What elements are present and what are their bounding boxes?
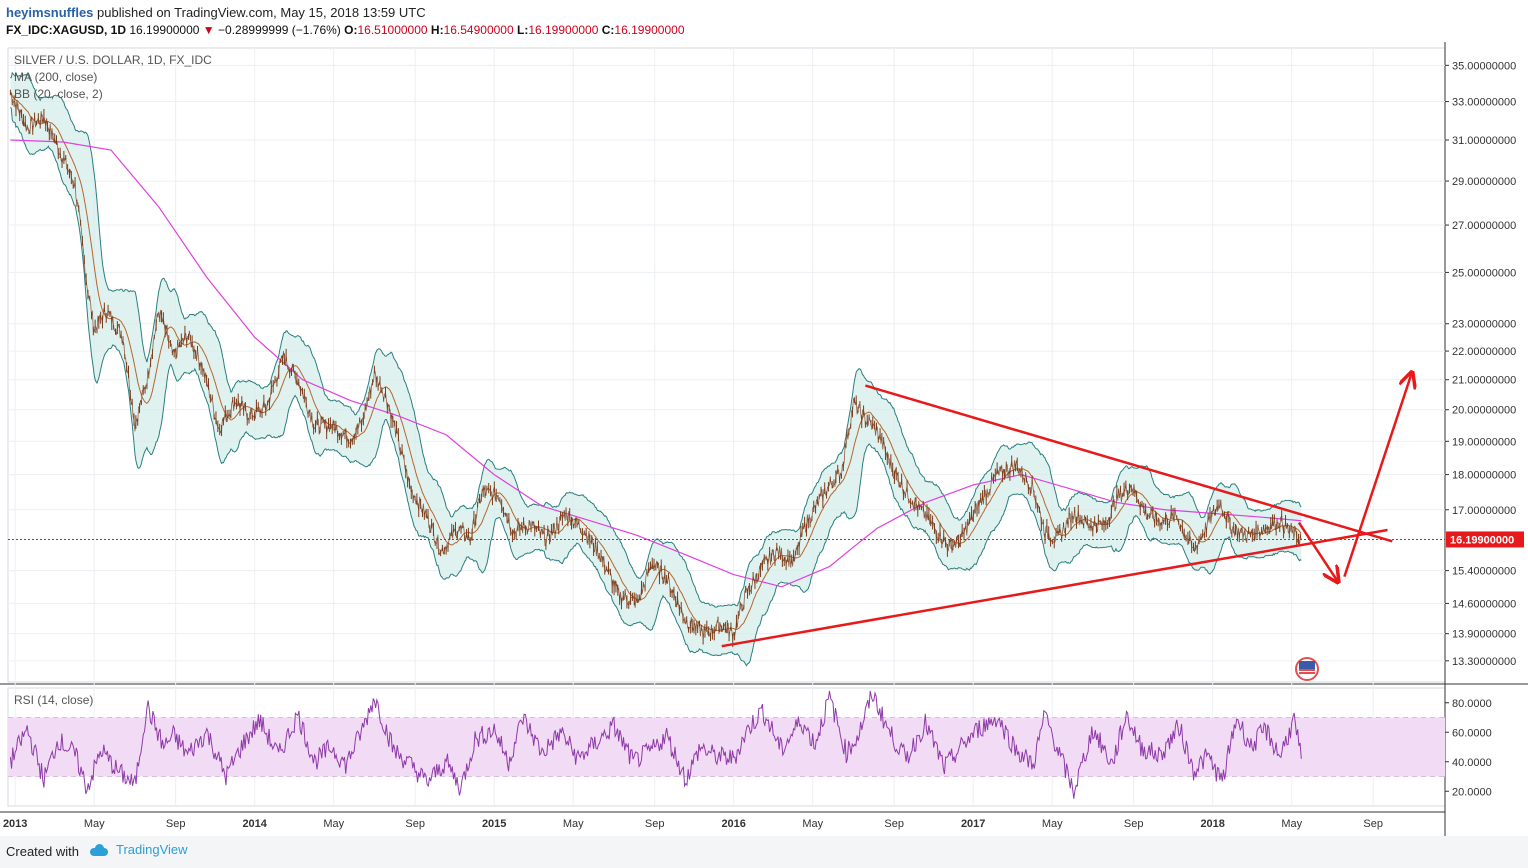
rsi-tick-label: 80.0000 xyxy=(1452,698,1492,710)
high-label: H: xyxy=(430,23,444,37)
time-tick-label: May xyxy=(1281,818,1302,830)
time-tick-label: 2018 xyxy=(1200,818,1224,830)
created-with-text: Created with xyxy=(6,844,79,859)
chart-header: heyimsnuffles published on TradingView.c… xyxy=(0,0,1528,42)
flag-badge-icon[interactable] xyxy=(1295,657,1319,681)
price-tick-label: 29.00000000 xyxy=(1452,176,1516,188)
time-tick-label: May xyxy=(563,818,584,830)
footer: Created with TradingView xyxy=(0,836,1528,868)
author-link[interactable]: heyimsnuffles xyxy=(6,5,94,20)
ma-200-polyline xyxy=(10,139,1302,588)
symbol-label: FX_IDC:XAGUSD, 1D xyxy=(6,23,127,37)
rsi-line xyxy=(9,690,1302,799)
open-value: 16.51000000 xyxy=(357,23,428,37)
bb-legend: BB (20, close, 2) xyxy=(14,87,103,101)
price-tick-label: 19.00000000 xyxy=(1452,436,1516,448)
arrow-up[interactable] xyxy=(1343,374,1411,578)
time-tick-label: May xyxy=(802,818,823,830)
bb-fill xyxy=(10,72,1302,666)
price-tick-label: 23.00000000 xyxy=(1452,319,1516,331)
ma-legend: MA (200, close) xyxy=(14,70,97,84)
price-line xyxy=(10,92,1302,641)
drawing-annotations[interactable] xyxy=(721,374,1412,648)
low-label: L: xyxy=(517,23,529,37)
arrow-down[interactable] xyxy=(1297,521,1337,581)
price-tick-label: 25.00000000 xyxy=(1452,267,1516,279)
rsi-legend: RSI (14, close) xyxy=(14,693,93,707)
time-tick-label: 2013 xyxy=(3,818,27,830)
trendline-resistance[interactable] xyxy=(865,384,1393,543)
time-tick-label: Sep xyxy=(1363,818,1383,830)
publish-info: heyimsnuffles published on TradingView.c… xyxy=(6,5,426,20)
time-tick-label: Sep xyxy=(884,818,904,830)
tradingview-cloud-icon xyxy=(88,843,110,856)
time-tick-label: May xyxy=(84,818,105,830)
rsi-band-fill xyxy=(8,717,1445,777)
price-tick-label: 14.60000000 xyxy=(1452,598,1516,610)
price-tick-label: 17.00000000 xyxy=(1452,505,1516,517)
price-tick-label: 20.00000000 xyxy=(1452,405,1516,417)
time-tick-label: Sep xyxy=(645,818,665,830)
price-series xyxy=(9,89,1302,648)
open-label: O: xyxy=(344,23,358,37)
last-price-badge xyxy=(1446,531,1524,548)
last-price: 16.19900000 xyxy=(129,23,200,37)
time-tick-label: 2014 xyxy=(242,818,267,830)
publish-text: published on TradingView.com, May 15, 20… xyxy=(97,5,426,20)
rsi-tick-label: 40.0000 xyxy=(1452,757,1492,769)
price-tick-label: 35.00000000 xyxy=(1452,60,1516,72)
time-tick-label: 2016 xyxy=(721,818,745,830)
close-value: 16.19900000 xyxy=(614,23,685,37)
down-arrow-icon: ▼ xyxy=(202,23,215,37)
time-tick-label: 2017 xyxy=(961,818,985,830)
series-legend: SILVER / U.S. DOLLAR, 1D, FX_IDC xyxy=(14,53,212,67)
rsi-tick-label: 20.0000 xyxy=(1452,786,1492,798)
time-tick-label: Sep xyxy=(405,818,425,830)
price-change: −0.28999999 (−1.76%) xyxy=(218,23,341,37)
price-tick-label: 22.00000000 xyxy=(1452,346,1516,358)
price-tick-label: 13.90000000 xyxy=(1452,629,1516,641)
price-chart[interactable]: 35.00000000 33.00000000 31.00000000 29.0000… xyxy=(0,42,1528,836)
brand-label: TradingView xyxy=(116,842,188,857)
price-tick-label: 15.40000000 xyxy=(1452,566,1516,578)
ohlc-info: FX_IDC:XAGUSD, 1D 16.19900000 ▼ −0.28999… xyxy=(6,23,685,37)
tradingview-link[interactable]: TradingView xyxy=(88,842,188,857)
last-price-label: 16.19900000 xyxy=(1450,534,1514,546)
rsi-tick-label: 60.0000 xyxy=(1452,727,1492,739)
close-label: C: xyxy=(601,23,615,37)
ma-200-line xyxy=(10,139,1302,588)
time-tick-label: Sep xyxy=(166,818,186,830)
trendline-support[interactable] xyxy=(721,528,1388,648)
time-tick-label: May xyxy=(323,818,344,830)
high-value: 16.54900000 xyxy=(443,23,514,37)
time-tick-label: Sep xyxy=(1124,818,1144,830)
price-tick-label: 18.00000000 xyxy=(1452,470,1516,482)
bb-lower-line xyxy=(9,107,1302,667)
price-tick-label: 13.30000000 xyxy=(1452,656,1516,668)
time-tick-label: May xyxy=(1042,818,1063,830)
rsi-polyline xyxy=(9,690,1302,799)
price-tick-label: 21.00000000 xyxy=(1452,375,1516,387)
price-tick-label: 33.00000000 xyxy=(1452,97,1516,109)
axes: 35.00000000 33.00000000 31.00000000 29.0000… xyxy=(3,60,1524,830)
price-tick-label: 27.00000000 xyxy=(1452,220,1516,232)
price-tick-label: 31.00000000 xyxy=(1452,135,1516,147)
time-tick-label: 2015 xyxy=(482,818,506,830)
low-value: 16.19900000 xyxy=(528,23,599,37)
